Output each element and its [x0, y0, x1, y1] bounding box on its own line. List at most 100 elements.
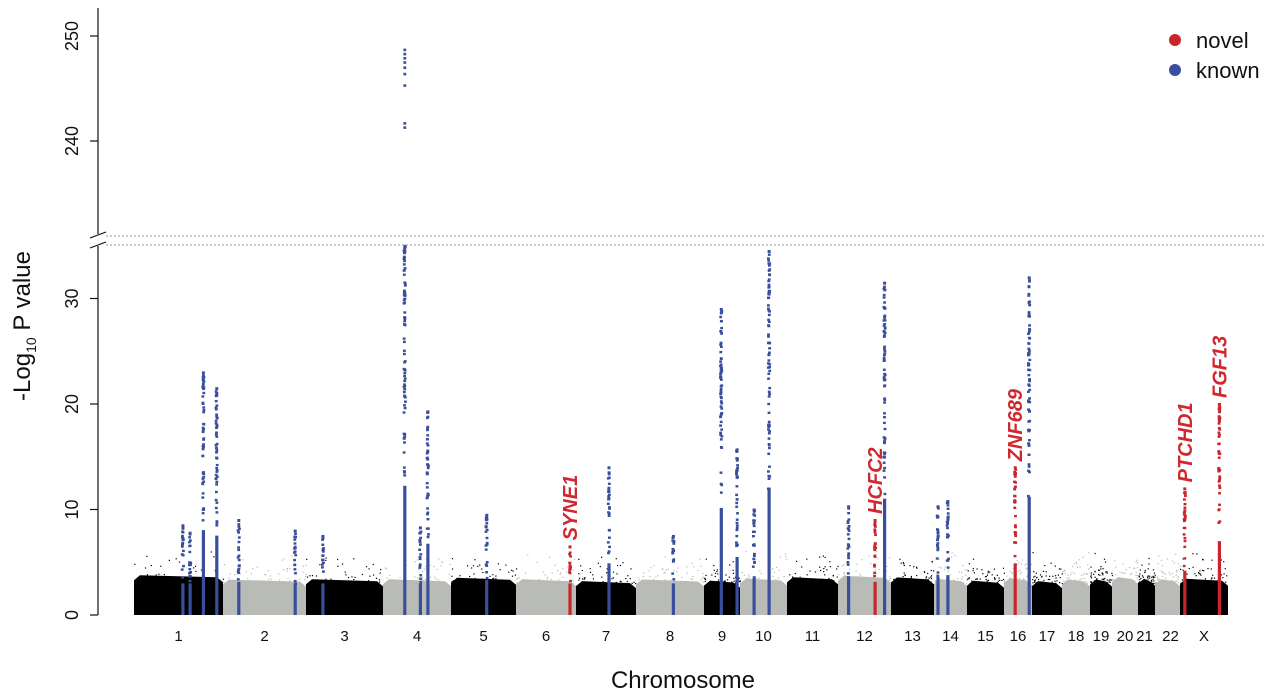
chromosome-21-point — [1151, 583, 1153, 585]
novel-locus-znf689-point — [1013, 486, 1017, 489]
known-locus-22-point — [1027, 292, 1031, 296]
known-locus-22-point — [1028, 300, 1031, 303]
known-locus-19-point — [882, 305, 886, 309]
chromosome-16-point — [1024, 564, 1026, 566]
chromosome-8-point — [664, 571, 666, 573]
chromosome-22-point — [1176, 580, 1178, 583]
chromosome-16-point — [1019, 569, 1021, 571]
known-locus-14-point — [719, 391, 723, 394]
known-locus-10 — [425, 410, 430, 615]
known-locus-12-point — [608, 493, 611, 496]
chromosome-5-point — [452, 580, 454, 582]
novel-locus-fgf13-point — [1217, 521, 1221, 524]
chromosome-22-point — [1176, 569, 1178, 571]
chromosome-X-band — [1180, 578, 1228, 615]
chromosome-9-point — [711, 574, 713, 576]
chromosome-16-point — [1030, 563, 1032, 566]
known-locus-14-point — [720, 407, 724, 410]
chromosome-label-1: 1 — [174, 628, 182, 645]
known-locus-21-point — [946, 559, 950, 562]
chromosome-22-point — [1157, 577, 1159, 579]
chromosome-12-point — [838, 574, 840, 576]
known-locus-3-point — [202, 406, 206, 409]
chromosome-7-point — [633, 581, 635, 583]
gene-label-syne1: SYNE1 — [560, 475, 582, 541]
chromosome-6-point — [538, 583, 540, 585]
chromosome-1-point — [198, 581, 201, 583]
chromosome-22-point — [1156, 579, 1158, 581]
chromosome-11-point — [831, 580, 833, 582]
known-locus-8-upper-point — [403, 72, 407, 76]
known-locus-22-point — [1028, 368, 1032, 372]
chromosome-20-point — [1115, 574, 1117, 576]
chromosome-3-point — [344, 571, 346, 573]
chromosome-7-point — [581, 569, 583, 572]
chromosome-2-band — [223, 579, 306, 615]
chromosome-15-point — [994, 579, 996, 581]
chromosome-19-point — [1103, 579, 1105, 581]
known-locus-8-point — [403, 435, 407, 438]
chromosome-12-point — [843, 582, 845, 584]
chromosome-12-point — [876, 550, 878, 552]
chromosome-18-point — [1064, 569, 1066, 571]
chromosome-4-point — [394, 582, 396, 584]
chromosome-20-point — [1125, 569, 1127, 571]
chromosome-1-point — [156, 583, 158, 585]
chromosome-5-point — [479, 582, 481, 585]
chromosome-21-point — [1142, 582, 1144, 585]
chromosome-17-point — [1051, 583, 1053, 585]
chromosome-4-point — [430, 576, 432, 578]
chromosome-16-point — [1012, 581, 1014, 583]
chromosome-5-point — [500, 581, 503, 583]
chromosome-20-point — [1129, 573, 1132, 575]
known-locus-19-point — [883, 476, 886, 479]
known-locus-3-point — [201, 519, 205, 522]
chromosome-10-point — [749, 581, 752, 584]
novel-locus-ptchd1-point — [1183, 539, 1187, 543]
chromosome-4-point — [399, 576, 401, 578]
chromosome-20-point — [1121, 572, 1123, 574]
known-locus-4-peak — [215, 387, 219, 391]
chromosome-13-point — [902, 576, 904, 578]
known-locus-14-point — [719, 387, 723, 391]
known-locus-14-point — [719, 446, 723, 449]
known-locus-19-point — [883, 347, 886, 351]
chromosome-15-point — [991, 574, 993, 576]
chromosome-8-point — [670, 579, 672, 581]
known-locus-16-point — [753, 561, 756, 564]
known-locus-3-point — [201, 492, 205, 495]
known-locus-3-point — [202, 437, 206, 440]
chromosome-15-point — [987, 570, 989, 572]
chromosome-13-point — [906, 580, 908, 583]
known-locus-7-point — [321, 548, 325, 551]
chromosome-5-point — [508, 571, 510, 573]
chromosome-X-point — [1198, 571, 1200, 574]
chromosome-10-point — [772, 575, 774, 578]
chromosome-7-point — [581, 578, 584, 580]
known-locus-4-stem — [215, 535, 219, 615]
chromosome-4-point — [410, 582, 412, 584]
chromosome-5-point — [492, 574, 494, 576]
known-locus-8-upper-point — [403, 52, 407, 56]
chromosome-18-point — [1089, 582, 1091, 584]
chromosome-14-point — [954, 555, 956, 557]
known-locus-17-point — [767, 411, 771, 414]
chromosome-2-point — [283, 558, 285, 560]
known-locus-3-point — [202, 480, 206, 483]
known-locus-10-point — [426, 449, 430, 452]
novel-locus-hcfc2-point — [873, 571, 877, 574]
chromosome-1-point — [160, 565, 162, 567]
known-locus-4-point — [215, 475, 219, 478]
chromosome-6-point — [567, 583, 569, 585]
known-locus-22-point — [1027, 400, 1030, 404]
known-locus-21-point — [946, 512, 950, 515]
chromosome-13-point — [930, 569, 932, 572]
known-locus-8-point — [403, 247, 406, 250]
known-locus-10-point — [425, 442, 429, 445]
chromosome-13-point — [924, 571, 926, 573]
chromosome-18-point — [1076, 583, 1078, 585]
chromosome-X-point — [1217, 582, 1219, 584]
chromosome-12-point — [863, 582, 865, 584]
known-locus-22-point — [1027, 469, 1030, 472]
known-locus-22-point — [1027, 465, 1031, 468]
